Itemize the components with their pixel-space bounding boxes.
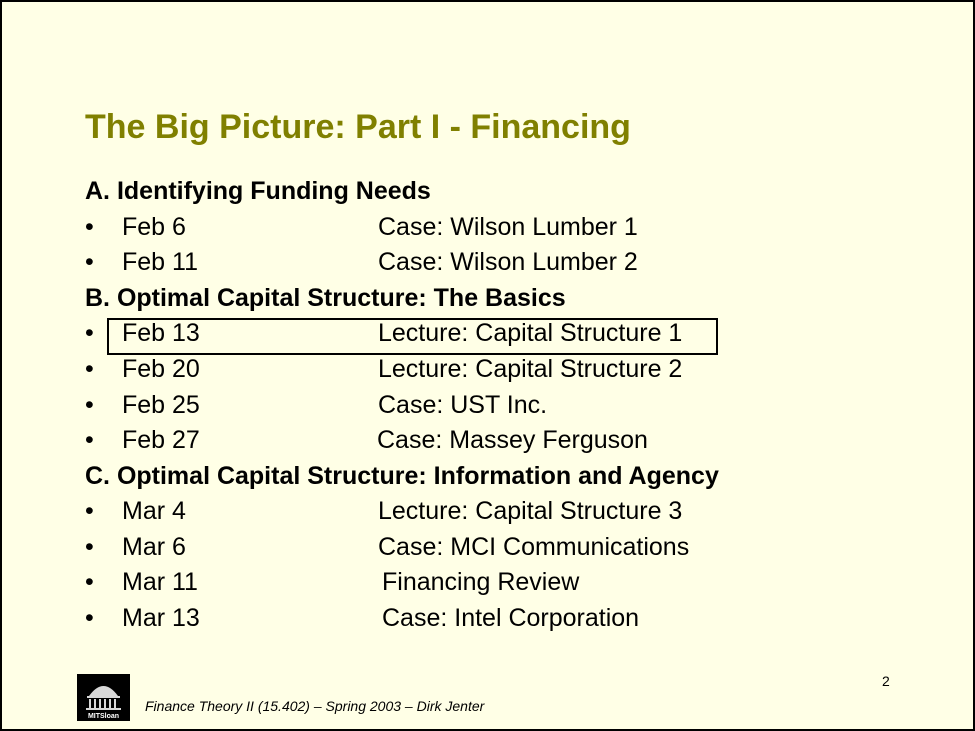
schedule-description: Lecture: Capital Structure 3 [378,497,683,525]
bullet: • [85,213,94,241]
bullet: • [85,248,94,276]
bullet: • [85,355,94,383]
bullet: • [85,391,94,419]
bullet: • [85,533,94,561]
bullet: • [85,497,94,525]
schedule-date: Feb 11 [122,248,198,276]
schedule-description: Case: MCI Communications [378,533,690,561]
schedule-description: Case: Intel Corporation [382,604,640,632]
mit-sloan-logo: MITSloan [77,674,130,721]
schedule-date: Feb 20 [122,355,200,383]
schedule-date: Feb 6 [122,213,186,241]
schedule-description: Case: Wilson Lumber 1 [378,213,638,241]
section-heading-b: B. Optimal Capital Structure: The Basics [85,284,566,312]
schedule-date: Mar 6 [122,533,186,561]
schedule-date: Feb 25 [122,391,200,419]
schedule-description: Financing Review [382,568,580,596]
schedule-date: Feb 13 [122,319,200,347]
section-heading-a: A. Identifying Funding Needs [85,177,431,205]
logo-text: MITSloan [88,713,119,720]
schedule-date: Mar 11 [122,568,198,596]
bullet: • [85,604,94,632]
bullet: • [85,319,94,347]
slide-title: The Big Picture: Part I - Financing [85,108,631,146]
bullet: • [85,568,94,596]
page-number: 2 [882,673,890,689]
footer-text: Finance Theory II (15.402) – Spring 2003… [145,698,485,714]
section-heading-c: C. Optimal Capital Structure: Informatio… [85,462,719,490]
schedule-description: Lecture: Capital Structure 2 [378,355,683,383]
highlight-box [107,318,718,355]
schedule-description: Lecture: Capital Structure 1 [378,319,683,347]
bullet: • [85,426,94,454]
schedule-description: Case: Wilson Lumber 2 [378,248,638,276]
dome-icon: MITSloan [86,686,121,720]
schedule-date: Mar 13 [122,604,200,632]
schedule-date: Mar 4 [122,497,186,525]
schedule-description: Case: Massey Ferguson [377,426,648,454]
schedule-date: Feb 27 [122,426,200,454]
schedule-description: Case: UST Inc. [378,391,548,419]
